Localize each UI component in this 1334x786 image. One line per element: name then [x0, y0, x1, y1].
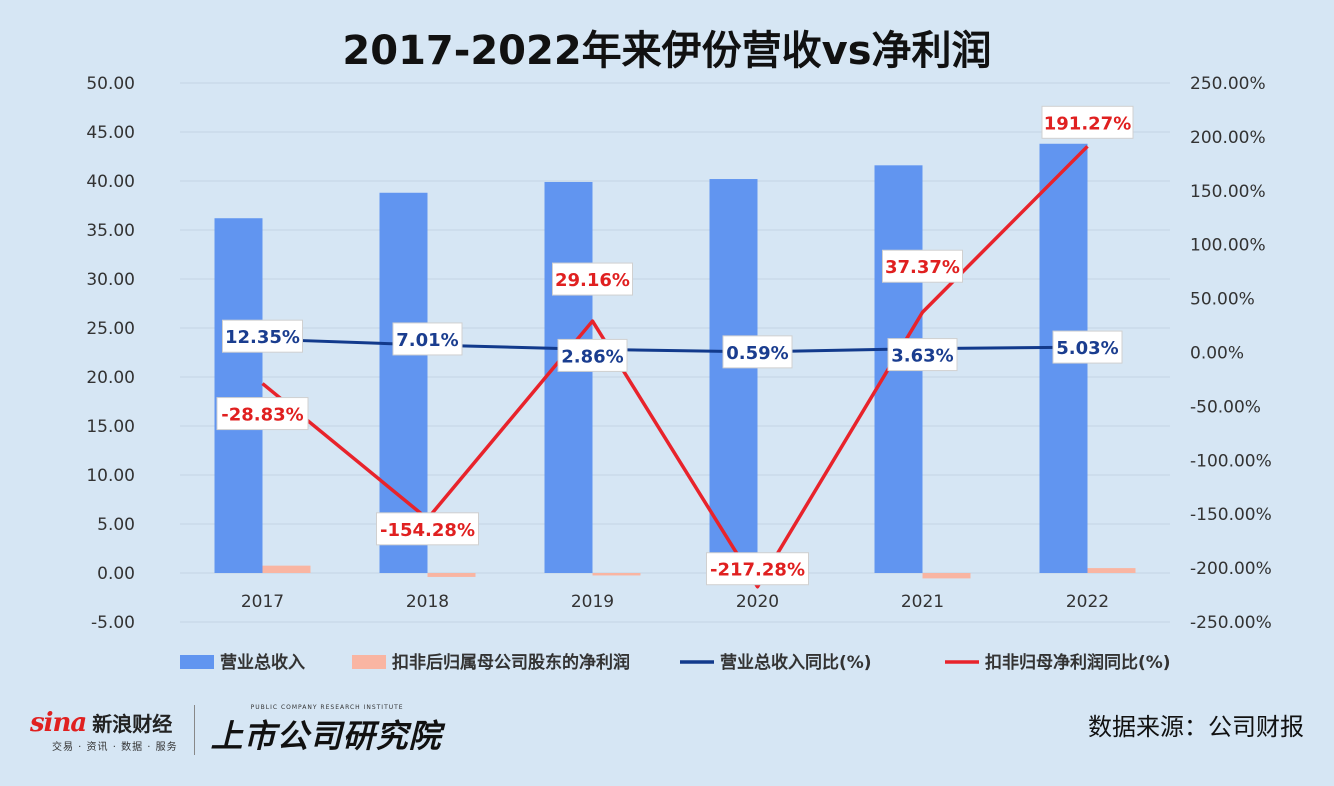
sina-finance-name: 新浪财经	[92, 711, 173, 736]
data-label-box	[882, 249, 963, 283]
data-label-box	[557, 338, 628, 372]
y-right-tick-label: 100.00%	[1190, 236, 1266, 256]
y-left-tick-label: -5.00	[91, 613, 135, 633]
y-left-tick-label: 20.00	[86, 368, 135, 388]
y-left-tick-label: 15.00	[86, 417, 135, 437]
chart-title: 2017-2022年来伊份营收vs净利润	[342, 28, 992, 74]
y-right-tick-label: -200.00%	[1190, 559, 1272, 579]
x-tick-label: 2018	[406, 592, 449, 612]
data-label: 7.01%	[396, 330, 458, 351]
data-label-box	[722, 335, 793, 369]
revenue-bar	[709, 179, 758, 574]
legend-label: 扣非后归属母公司股东的净利润	[392, 652, 630, 673]
sina-finance-logo: sina 新浪财经 交易 · 资讯 · 数据 · 服务	[30, 708, 178, 753]
y-right-tick-label: 150.00%	[1190, 182, 1266, 202]
data-label: -28.83%	[221, 405, 303, 426]
data-label-box	[706, 552, 809, 586]
data-label-box	[376, 512, 479, 546]
y-right-tick-label: 50.00%	[1190, 290, 1255, 310]
net-profit-bar	[427, 573, 476, 577]
y-left-tick-label: 5.00	[97, 515, 135, 535]
footer-logos: sina 新浪财经 交易 · 资讯 · 数据 · 服务 PUBLIC COMPA…	[30, 700, 442, 760]
y-left-tick-label: 0.00	[97, 564, 135, 584]
data-label: 37.37%	[885, 257, 960, 278]
net-profit-bar	[922, 573, 971, 579]
data-label: 2.86%	[561, 346, 623, 367]
data-label-box	[552, 262, 633, 296]
y-left-tick-label: 35.00	[86, 221, 135, 241]
y-right-tick-label: 200.00%	[1190, 128, 1266, 148]
y-left-tick-label: 10.00	[86, 466, 135, 486]
legend-label: 扣非归母净利润同比(%)	[985, 652, 1171, 673]
research-institute-logo: PUBLIC COMPANY RESEARCH INSTITUTE 上市公司研究…	[211, 704, 442, 757]
data-label: 12.35%	[225, 327, 300, 348]
data-label-box	[887, 338, 958, 372]
y-right-tick-label: -100.00%	[1190, 451, 1272, 471]
data-label: 191.27%	[1044, 113, 1132, 134]
data-label: 0.59%	[726, 343, 788, 364]
data-source: 数据来源：公司财报	[1088, 713, 1304, 741]
y-right-tick-label: 250.00%	[1190, 74, 1266, 94]
x-tick-label: 2022	[1066, 592, 1109, 612]
x-tick-label: 2019	[571, 592, 614, 612]
y-right-tick-label: -150.00%	[1190, 505, 1272, 525]
revenue-bar	[544, 181, 593, 574]
sina-slogan: 交易 · 资讯 · 数据 · 服务	[52, 741, 178, 753]
data-label: 29.16%	[555, 270, 630, 291]
legend-swatch	[180, 655, 214, 669]
legend-label: 营业总收入	[220, 652, 305, 673]
research-institute-en: PUBLIC COMPANY RESEARCH INSTITUTE	[250, 703, 404, 711]
data-label: 3.63%	[891, 346, 953, 367]
net-profit-bar	[262, 565, 311, 573]
data-label-box	[1041, 105, 1134, 139]
data-label-box	[222, 319, 303, 353]
data-label-box	[392, 322, 463, 356]
y-left-tick-label: 30.00	[86, 270, 135, 290]
data-label: -154.28%	[380, 520, 475, 541]
x-tick-label: 2017	[241, 592, 284, 612]
logo-divider	[193, 705, 195, 755]
net-profit-growth-line	[261, 145, 1089, 589]
research-institute-cn: 上市公司研究院	[210, 716, 442, 755]
y-right-tick-label: -50.00%	[1190, 397, 1261, 417]
data-label: 5.03%	[1056, 338, 1118, 359]
data-label: -217.28%	[710, 560, 805, 581]
y-left-tick-label: 25.00	[86, 319, 135, 339]
net-profit-bar	[592, 573, 641, 576]
y-left-tick-label: 50.00	[86, 74, 135, 94]
sina-wordmark: sina	[30, 707, 87, 738]
y-left-tick-label: 40.00	[86, 172, 135, 192]
data-label-box	[216, 397, 309, 431]
data-label-box	[1052, 330, 1123, 364]
y-right-tick-label: 0.00%	[1190, 344, 1244, 364]
revenue-bar	[379, 192, 428, 573]
legend-swatch	[352, 655, 386, 669]
y-right-tick-label: -250.00%	[1190, 613, 1272, 633]
y-left-tick-label: 45.00	[86, 123, 135, 143]
x-tick-label: 2020	[736, 592, 779, 612]
net-profit-bar	[1087, 568, 1136, 573]
x-tick-label: 2021	[901, 592, 944, 612]
revenue-bar	[214, 218, 263, 574]
legend-label: 营业总收入同比(%)	[720, 652, 872, 673]
